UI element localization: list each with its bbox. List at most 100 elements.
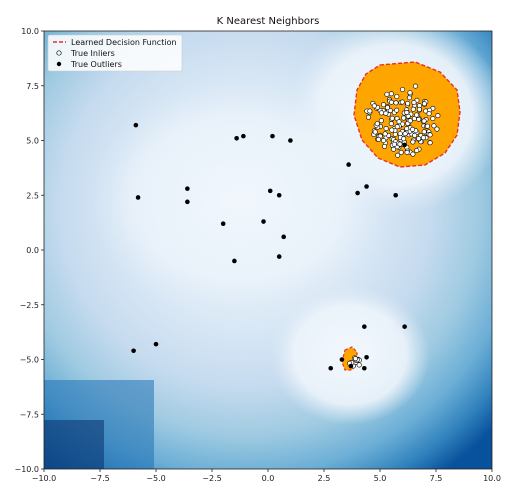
y-tick-label: 0.0 [26,246,39,255]
inlier-point [420,135,426,141]
x-tick-label: −2.5 [202,474,221,483]
outlier-point [393,192,398,198]
inlier-point [410,126,416,132]
outlier-point [362,365,367,371]
outlier-point [355,190,360,196]
inlier-point [389,115,395,121]
inlier-point [430,116,436,122]
inlier-point [367,108,373,114]
inlier-point [397,131,403,137]
outlier-point [281,234,286,240]
inlier-point [387,108,393,114]
inlier-point [376,136,382,142]
y-tick-label: −7.5 [20,410,39,419]
y-axis: −10.0 −7.5 −5.0 −2.5 0.0 2.5 5.0 7.5 10.0 [14,27,44,474]
y-tick-label: −5.0 [20,356,39,365]
outlier-point [270,133,275,139]
inlier-point [412,132,418,138]
inlier-point [388,91,394,97]
chart-title: K Nearest Neighbors [217,16,320,27]
inlier-point [381,138,387,144]
legend: Learned Decision Function True Inliers T… [47,34,183,72]
outlier-point [261,219,266,224]
outlier-points [131,122,407,371]
outlier-point [241,133,246,139]
inlier-point [426,111,432,117]
x-axis: −10.0 −7.5 −5.0 −2.5 0.0 2.5 5.0 7.5 10.0 [32,469,501,483]
outlier-point [364,355,369,360]
inlier-point [382,131,388,137]
legend-box [47,34,183,72]
outlier-point [362,324,367,329]
inlier-point [421,101,427,107]
y-tick-label: 10.0 [21,27,39,36]
x-tick-label: −7.5 [90,474,109,483]
inlier-point [404,149,410,155]
inlier-point [401,136,407,142]
inlier-point [396,119,402,125]
inlier-point [407,118,413,124]
inlier-point [407,90,413,96]
inlier-point [378,118,384,124]
legend-outlier-marker [56,61,62,67]
inlier-point [434,126,440,132]
inlier-point [410,139,416,145]
contour-corner-darker [44,420,104,469]
outlier-point [348,363,354,369]
outlier-point [276,254,282,259]
legend-label-decision: Learned Decision Function [71,38,177,47]
inlier-point [374,121,380,127]
inlier-point [431,123,437,129]
inlier-point [394,94,400,100]
inlier-point [427,132,433,138]
inlier-point [393,100,399,106]
inlier-point [389,127,395,133]
x-tick-label: −5.0 [146,474,165,483]
x-tick-label: 5.0 [374,474,387,483]
y-tick-label: 5.0 [26,137,39,146]
inlier-point [388,99,394,105]
inlier-point [382,143,388,149]
plot-area [44,31,492,469]
inlier-points [347,83,441,369]
outlier-point [346,162,351,167]
outlier-point [131,348,136,354]
inlier-point [372,129,378,135]
x-tick-label: 0.0 [262,474,275,483]
inlier-point [371,103,377,109]
x-tick-label: 2.5 [318,474,331,483]
outlier-point [339,357,345,362]
inlier-point [400,87,406,93]
inlier-point [435,113,441,119]
outlier-point [364,184,369,189]
outlier-point [135,195,141,200]
legend-inlier-marker [56,50,62,56]
outlier-point [153,341,159,347]
x-tick-label: −10.0 [32,474,57,483]
outlier-point [185,186,190,191]
outlier-point [234,136,239,141]
y-tick-label: −10.0 [14,465,39,474]
inlier-point [384,91,390,97]
inlier-point [427,140,433,146]
inlier-point [411,99,417,105]
inlier-point [388,121,394,127]
inlier-point [410,151,416,157]
y-tick-label: 7.5 [26,82,39,91]
x-tick-label: 10.0 [483,474,501,483]
inlier-point [398,149,404,155]
x-tick-label: 7.5 [430,474,443,483]
inlier-point [391,141,397,147]
inlier-point [412,83,418,89]
legend-label-outliers: True Outliers [70,60,122,69]
outlier-point [133,122,139,128]
inlier-point [405,100,411,106]
inlier-point [383,110,389,116]
outlier-point [232,258,237,264]
legend-label-inliers: True Inliers [70,49,115,58]
inlier-point [394,107,400,113]
inlier-point [402,131,408,137]
outlier-point [220,221,226,227]
outlier-point [276,192,282,198]
